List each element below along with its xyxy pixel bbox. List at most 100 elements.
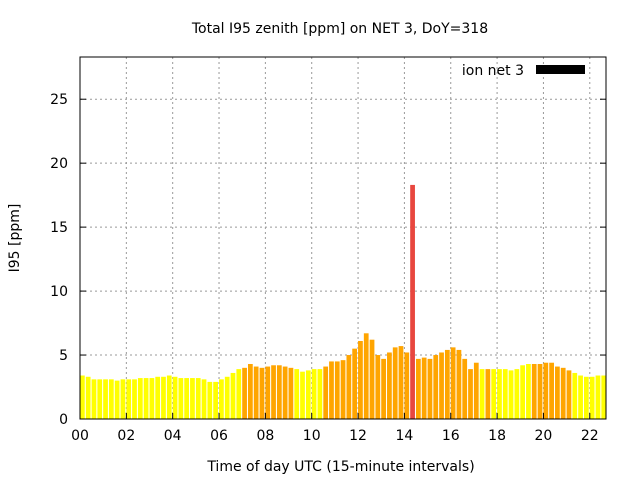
bar [108, 379, 114, 419]
bar [172, 376, 178, 419]
bar [236, 369, 242, 419]
bar [381, 358, 386, 419]
bar [201, 379, 207, 419]
bar [143, 378, 149, 419]
y-axis-label: I95 [ppm] [7, 204, 23, 273]
bar [276, 365, 282, 419]
bar [253, 366, 259, 419]
x-tick-label: 22 [581, 428, 599, 444]
bar [450, 347, 456, 419]
bar [288, 367, 294, 419]
plot-frame [79, 56, 607, 420]
bar [282, 366, 288, 419]
bar [456, 349, 462, 419]
bar [462, 358, 468, 419]
bar [572, 372, 578, 419]
bar [352, 348, 358, 419]
bar [317, 369, 323, 419]
bar [103, 379, 108, 419]
bar [421, 357, 427, 419]
y-tick-label: 25 [50, 92, 68, 108]
bar [213, 381, 218, 419]
bar [224, 376, 230, 419]
bar [259, 367, 265, 419]
x-axis-label: Time of day UTC (15-minute intervals) [206, 459, 474, 475]
x-tick-label: 18 [488, 428, 506, 444]
bar [369, 339, 375, 419]
bar [595, 375, 601, 419]
bar [444, 349, 450, 419]
bar [334, 361, 340, 419]
bar [566, 370, 572, 419]
x-tick-label: 06 [210, 428, 228, 444]
bar [132, 379, 137, 419]
bar [242, 367, 247, 419]
bar [323, 366, 329, 419]
legend-label: ion net 3 [462, 63, 524, 79]
bar [294, 369, 300, 419]
bar [491, 369, 497, 419]
bar [247, 363, 253, 419]
x-tick-label: 02 [117, 428, 135, 444]
bar [578, 375, 583, 419]
bar [363, 333, 369, 419]
x-tick-label: 00 [71, 428, 89, 444]
bar [126, 379, 132, 419]
bar [473, 362, 479, 419]
bar [178, 378, 184, 419]
bar [305, 370, 311, 419]
bar [537, 363, 543, 419]
bars [80, 184, 607, 419]
bar [433, 355, 439, 419]
x-tick-label: 08 [256, 428, 274, 444]
bar [149, 378, 155, 419]
bar [190, 378, 195, 419]
bar [346, 355, 352, 419]
bar [137, 378, 143, 419]
tick-labels: 0 5 10 15 20 25 00 02 04 06 08 10 12 14 16 18 20 22 [50, 92, 606, 444]
chart-title: Total I95 zenith [ppm] on NET 3, DoY=318 [191, 21, 488, 37]
bar [398, 346, 404, 419]
bar [560, 367, 566, 419]
bar [271, 365, 276, 419]
bar [120, 379, 126, 419]
bar [97, 379, 103, 419]
bar [340, 360, 346, 419]
bar [583, 376, 589, 419]
legend: ion net 3 [462, 63, 585, 79]
bar [526, 363, 531, 419]
bar [410, 184, 415, 419]
bar [375, 355, 381, 419]
bar [161, 376, 166, 419]
bar [85, 376, 91, 419]
bar [311, 369, 317, 419]
bar [184, 378, 190, 419]
grid-lines [80, 57, 606, 419]
bar [439, 352, 444, 419]
bar [415, 358, 421, 419]
bar [155, 376, 161, 419]
bar [91, 379, 97, 419]
bar [543, 362, 549, 419]
bar [555, 366, 560, 419]
y-tick-label: 0 [59, 412, 68, 428]
bar [601, 375, 607, 419]
bar [468, 369, 473, 419]
bar [219, 379, 224, 419]
bar [549, 362, 554, 419]
y-tick-label: 5 [59, 348, 68, 364]
bar [300, 371, 305, 419]
bar [479, 369, 485, 419]
bar [404, 352, 410, 419]
bar [358, 340, 363, 419]
bar [207, 381, 213, 419]
y-tick-label: 10 [50, 284, 68, 300]
bar [497, 369, 502, 419]
x-tick-label: 16 [442, 428, 460, 444]
bar [531, 363, 537, 419]
bar [392, 347, 398, 419]
bar [80, 375, 85, 419]
bar [502, 369, 508, 419]
